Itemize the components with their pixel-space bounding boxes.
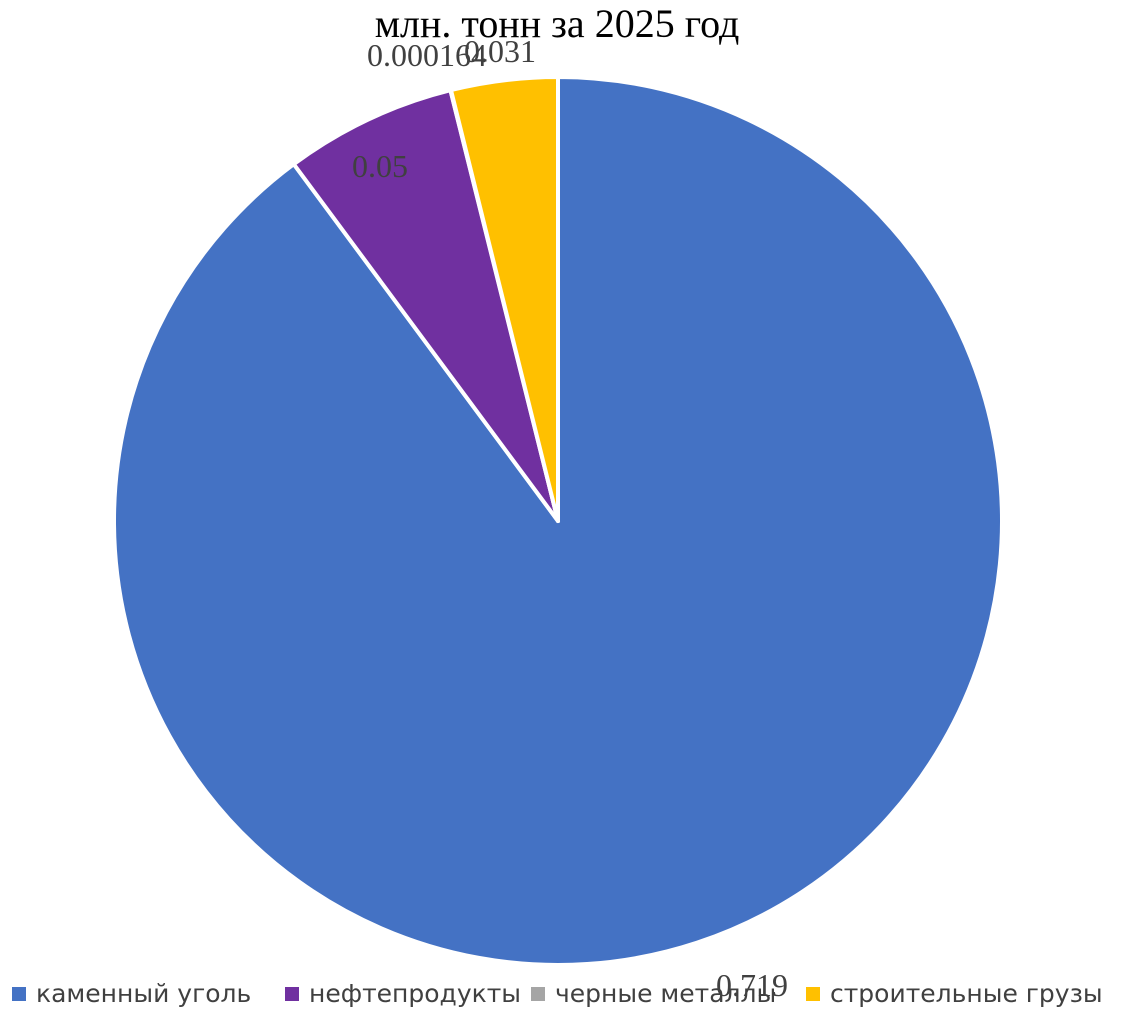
data-label-2: 0.05 bbox=[352, 148, 408, 184]
data-label-1: 0.719 bbox=[716, 967, 788, 1003]
data-label-4: 0.031 bbox=[464, 33, 536, 69]
legend-label-4: строительные грузы bbox=[830, 979, 1103, 1008]
legend: каменный уголь нефтепродукты черные металл… bbox=[12, 979, 1103, 1008]
data-label-3: 0.000164 bbox=[367, 37, 487, 73]
legend-item-4: строительные грузы bbox=[806, 979, 1103, 1008]
pie-slice-2 bbox=[291, 88, 560, 523]
legend-swatch-2 bbox=[285, 987, 299, 1001]
chart-title: млн. тонн за 2025 год bbox=[375, 1, 740, 46]
legend-item-1: каменный уголь bbox=[12, 979, 251, 1008]
pie-slices bbox=[112, 75, 1004, 967]
legend-label-2: нефтепродукты bbox=[309, 979, 521, 1008]
legend-swatch-3 bbox=[531, 987, 545, 1001]
legend-swatch-4 bbox=[806, 987, 820, 1001]
legend-swatch-1 bbox=[12, 987, 26, 1001]
legend-label-1: каменный уголь bbox=[36, 979, 251, 1008]
legend-item-2: нефтепродукты bbox=[285, 979, 521, 1008]
pie-slice-4 bbox=[448, 75, 560, 523]
legend-item-3: черные металлы bbox=[531, 979, 776, 1008]
legend-label-3: черные металлы bbox=[555, 979, 776, 1008]
